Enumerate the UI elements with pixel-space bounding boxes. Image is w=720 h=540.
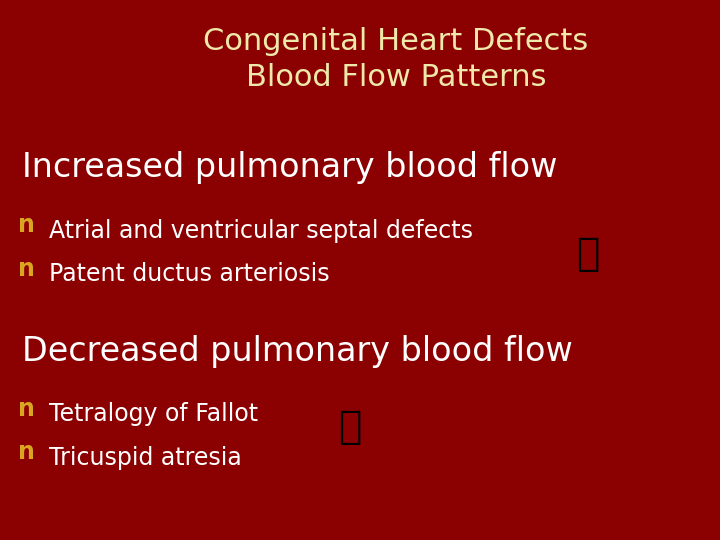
Text: 🦩: 🦩	[576, 235, 599, 273]
Text: Tetralogy of Fallot: Tetralogy of Fallot	[49, 402, 258, 426]
Text: Increased pulmonary blood flow: Increased pulmonary blood flow	[22, 151, 557, 184]
Text: n: n	[18, 397, 35, 421]
Text: 🌍: 🌍	[338, 408, 361, 445]
Text: Tricuspid atresia: Tricuspid atresia	[49, 446, 242, 469]
Text: n: n	[18, 213, 35, 237]
Text: Atrial and ventricular septal defects: Atrial and ventricular septal defects	[49, 219, 473, 242]
Text: Patent ductus arteriosis: Patent ductus arteriosis	[49, 262, 330, 286]
Text: Decreased pulmonary blood flow: Decreased pulmonary blood flow	[22, 335, 572, 368]
Text: Congenital Heart Defects
Blood Flow Patterns: Congenital Heart Defects Blood Flow Patt…	[203, 27, 589, 92]
Text: n: n	[18, 256, 35, 280]
Text: n: n	[18, 440, 35, 464]
